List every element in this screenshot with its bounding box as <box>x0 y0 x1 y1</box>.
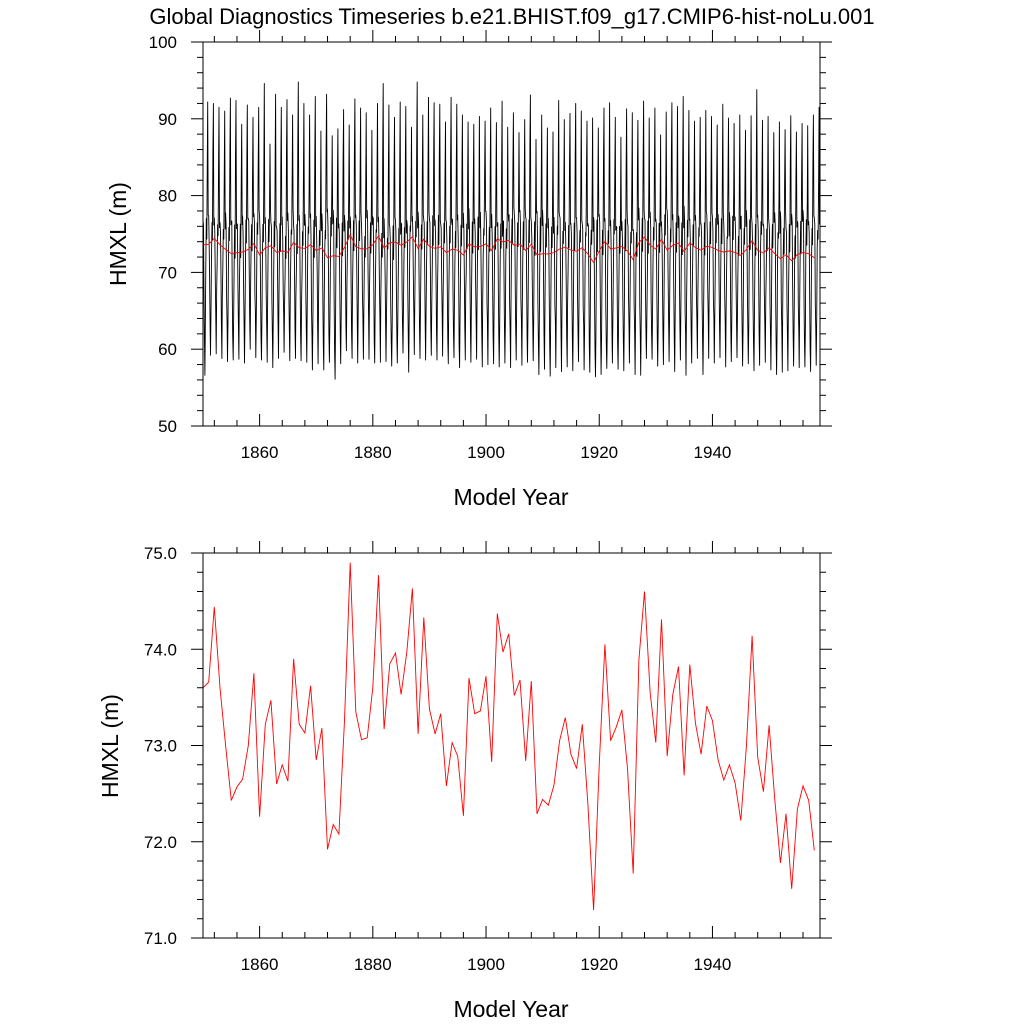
top-panel: 1860 1880 1900 1920 1940 50 60 70 80 90 100 Model … <box>105 30 832 510</box>
y-tick-label: 90 <box>158 110 177 129</box>
bottom-y-axis-title: HMXL (m) <box>97 694 123 798</box>
bottom-annual-series-line <box>202 562 815 911</box>
top-y-axis-title: HMXL (m) <box>105 182 131 286</box>
x-tick-label: 1940 <box>694 955 732 974</box>
y-tick-label: 74.0 <box>144 640 177 659</box>
bottom-plot-frame <box>202 552 821 939</box>
y-tick-label: 60 <box>158 340 177 359</box>
top-x-axis-title: Model Year <box>453 484 568 510</box>
bottom-panel: 1860 1880 1900 1920 1940 71.0 72.0 73.0 74.0 75.0… <box>97 541 832 1022</box>
y-tick-label: 71.0 <box>144 929 177 948</box>
x-tick-label: 1880 <box>354 955 392 974</box>
x-tick-label: 1920 <box>580 443 618 462</box>
top-annual-series-line <box>202 233 815 264</box>
top-tick-labels: 1860 1880 1900 1920 1940 50 60 70 80 90 100 <box>149 33 732 462</box>
y-tick-label: 75.0 <box>144 544 177 563</box>
top-ticks <box>191 30 832 427</box>
y-tick-label: 72.0 <box>144 833 177 852</box>
x-tick-label: 1940 <box>694 443 732 462</box>
y-tick-label: 50 <box>158 417 177 436</box>
bottom-plot-area <box>203 553 820 938</box>
x-tick-label: 1880 <box>354 443 392 462</box>
main-title: Global Diagnostics Timeseries b.e21.BHIS… <box>149 4 874 29</box>
x-tick-label: 1920 <box>580 955 618 974</box>
bottom-x-axis-title: Model Year <box>453 996 568 1022</box>
x-tick-label: 1900 <box>467 443 505 462</box>
top-monthly-series-line <box>202 81 820 380</box>
bottom-ticks <box>191 541 832 939</box>
x-tick-label: 1900 <box>467 955 505 974</box>
x-tick-label: 1860 <box>241 443 279 462</box>
y-tick-label: 73.0 <box>144 737 177 756</box>
y-tick-label: 70 <box>158 263 177 282</box>
y-tick-label: 100 <box>149 33 177 52</box>
bottom-tick-labels: 1860 1880 1900 1920 1940 71.0 72.0 73.0 74.0 75.0 <box>144 544 731 974</box>
top-plot-frame <box>202 41 821 427</box>
x-tick-label: 1860 <box>241 955 279 974</box>
y-tick-label: 80 <box>158 187 177 206</box>
